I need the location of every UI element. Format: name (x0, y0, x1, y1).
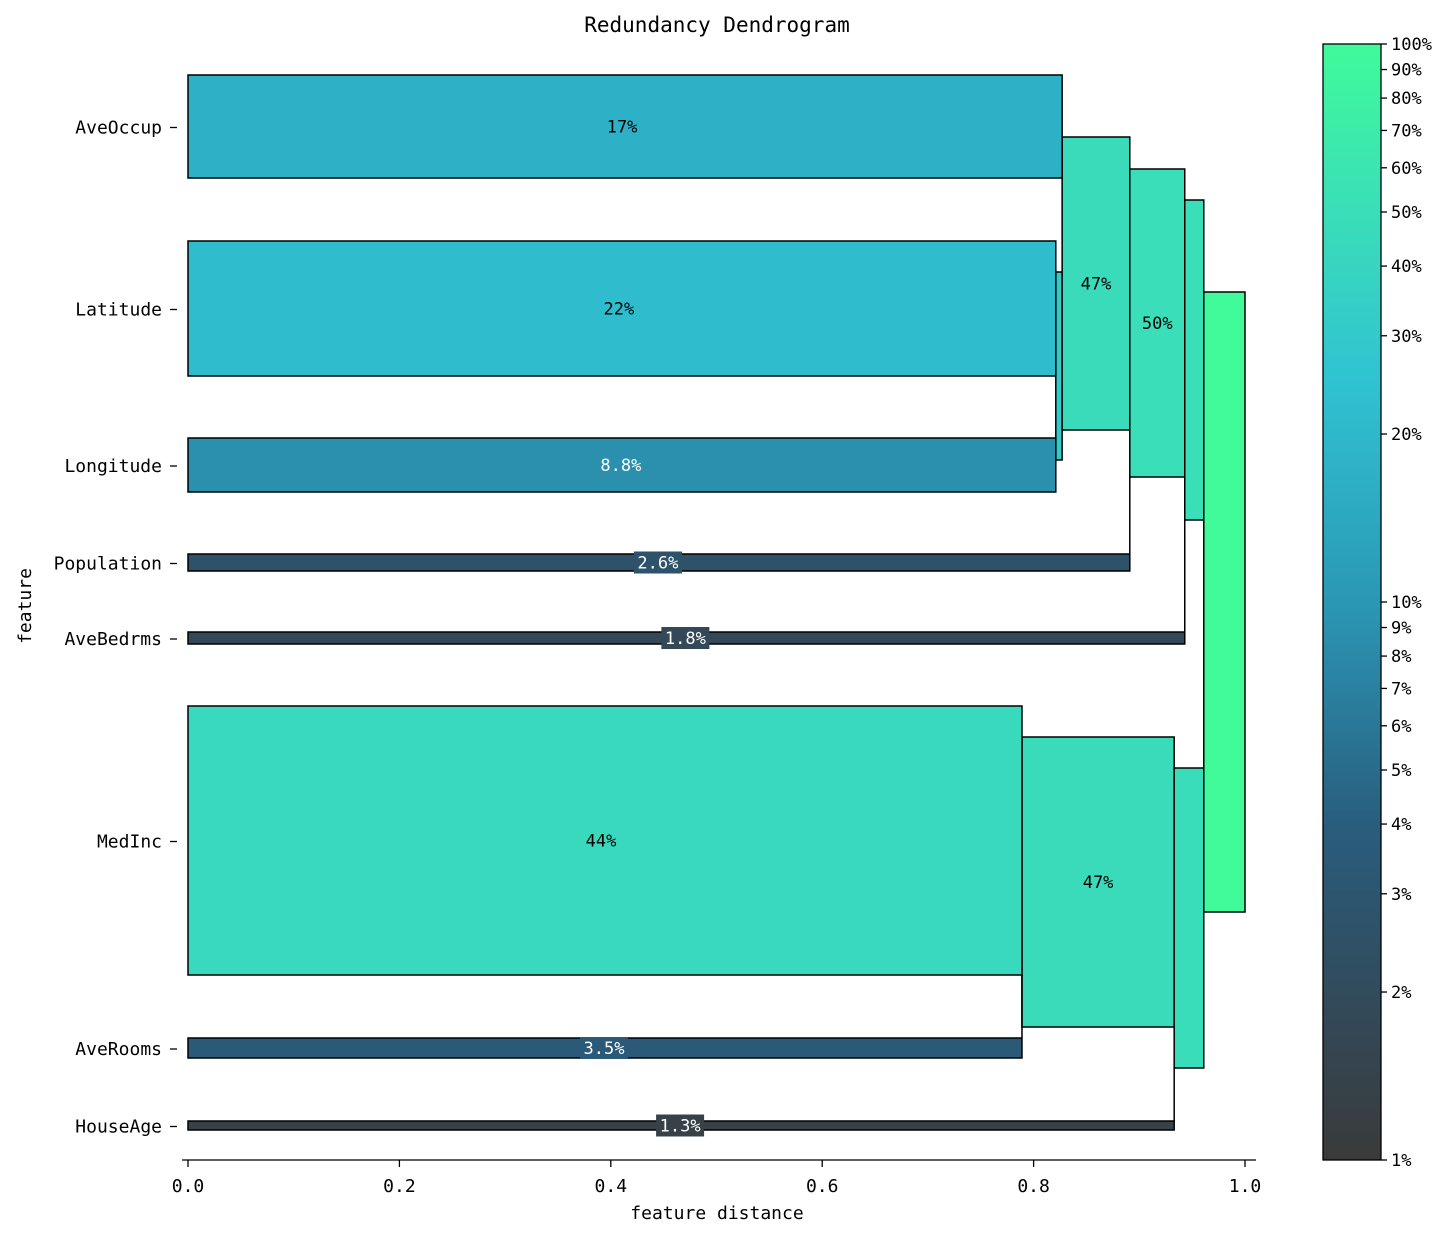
leaf-bar (187, 240, 1057, 377)
cluster-label: 47% (1083, 873, 1114, 893)
x-axis: 0.0 0.2 0.4 0.6 0.8 1.0 (172, 1159, 1262, 1197)
x-tick-label: 0.2 (383, 1176, 416, 1197)
leaf-label: 22% (604, 300, 635, 320)
colorbar-tick-label: 100% (1391, 35, 1432, 55)
cluster-label: 50% (1142, 314, 1173, 334)
leaf-label: 8.8% (600, 456, 641, 476)
leaf-label: 3.5% (584, 1039, 625, 1059)
leaf-label: 1.8% (665, 629, 706, 649)
colorbar-tick-label: 5% (1391, 761, 1411, 781)
colorbar-tick-label: 20% (1391, 425, 1422, 445)
leaf-label: 44% (586, 832, 617, 852)
cluster-bar (1061, 136, 1131, 431)
leaf-bar (187, 74, 1063, 179)
y-tick-label: AveRooms (75, 1039, 162, 1060)
colorbar-tick-label: 9% (1391, 619, 1411, 639)
colorbar-gradient (1322, 43, 1382, 1161)
leaf-label: 1.3% (660, 1117, 701, 1137)
colorbar-tick-label: 80% (1391, 89, 1422, 109)
cluster-bar (1184, 199, 1205, 521)
y-tick-label: MedInc (97, 832, 162, 853)
colorbar: 100% 90% 80% 70% 60% 50% 40% 30% 20% 10% 9% 8% 7% 6% 5… (1322, 35, 1432, 1171)
colorbar-tick-label: 50% (1391, 203, 1422, 223)
y-axis-label: feature (15, 568, 36, 644)
y-tick-label: AveOccup (75, 118, 162, 139)
colorbar-tick-label: 40% (1391, 257, 1422, 277)
colorbar-tick-label: 2% (1391, 983, 1411, 1003)
leaf-label-bg (579, 1037, 628, 1059)
y-tick-label: Population (54, 554, 162, 575)
chart-title: Redundancy Dendrogram (584, 13, 850, 37)
leaf-bar (187, 705, 1023, 976)
colorbar-tick-label: 3% (1391, 885, 1411, 905)
colorbar-tick-label: 10% (1391, 593, 1422, 613)
cluster-bar (1129, 168, 1186, 478)
leaf-bar (187, 437, 1057, 493)
y-tick-label: Longitude (64, 456, 162, 477)
colorbar-tick-label: 60% (1391, 159, 1422, 179)
x-tick-label: 0.4 (595, 1176, 628, 1197)
y-tick-label: AveBedrms (64, 629, 162, 650)
dendrogram-plot: 47% 50% 47% 17% 22% 8.8% 2.6% 1.8% 44% 3.5% 1.3% (187, 74, 1246, 1137)
x-tick-label: 0.0 (172, 1176, 205, 1197)
colorbar-tick-label: 90% (1391, 61, 1422, 81)
colorbar-tick-label: 1% (1391, 1151, 1411, 1171)
colorbar-tick-label: 7% (1391, 679, 1411, 699)
x-tick-label: 1.0 (1229, 1176, 1262, 1197)
cluster-bar (1055, 271, 1063, 461)
colorbar-tick-label: 4% (1391, 815, 1411, 835)
x-tick-label: 0.6 (806, 1176, 839, 1197)
cluster-bar (1173, 767, 1205, 1069)
colorbar-tick-label: 70% (1391, 121, 1422, 141)
leaf-label: 17% (607, 118, 638, 138)
y-tick-label: HouseAge (75, 1117, 162, 1138)
colorbar-tick-label: 30% (1391, 327, 1422, 347)
colorbar-tick-label: 8% (1391, 647, 1411, 667)
leaf-label-bg (633, 551, 682, 574)
leaf-label-bg (661, 627, 710, 649)
cluster-label: 47% (1081, 275, 1112, 295)
x-axis-label: feature distance (630, 1203, 803, 1224)
y-axis: AveOccup Latitude Longitude Population AveBe… (54, 118, 177, 1138)
leaf-label-bg (656, 1114, 705, 1137)
leaf-label: 2.6% (637, 554, 678, 574)
colorbar-tick-label: 6% (1391, 717, 1411, 737)
x-tick-label: 0.8 (1017, 1176, 1050, 1197)
cluster-bar (1021, 736, 1175, 1028)
cluster-bar (1203, 291, 1246, 913)
y-tick-label: Latitude (75, 300, 162, 321)
